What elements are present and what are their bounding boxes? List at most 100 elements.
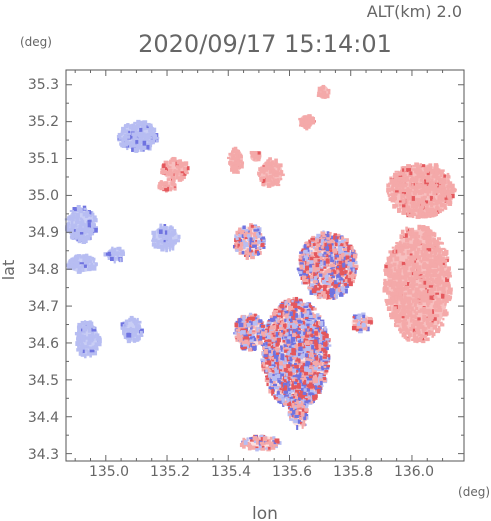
echo-cell <box>298 363 301 367</box>
echo-cell <box>289 358 293 362</box>
echo-cell <box>419 259 423 262</box>
echo-cell <box>294 320 298 325</box>
echo-cell <box>345 255 350 260</box>
echo-cell <box>266 330 271 336</box>
echo-cell <box>80 343 84 347</box>
echo-cell <box>427 281 432 286</box>
echo-cell <box>345 279 350 283</box>
echo-cell <box>331 243 334 246</box>
echo-cell <box>384 298 388 302</box>
echo-cell <box>130 134 133 139</box>
echo-cell <box>301 304 306 309</box>
echo-cell <box>302 381 307 385</box>
echo-cell <box>399 305 402 310</box>
echo-cell <box>238 318 242 323</box>
echo-cell <box>429 277 434 281</box>
echo-cell <box>299 379 302 384</box>
echo-cell <box>426 203 429 207</box>
echo-cell <box>387 263 393 266</box>
echo-cell <box>235 249 239 252</box>
echo-cell <box>405 331 411 335</box>
echo-region-east-upper <box>386 162 457 219</box>
echo-cell <box>291 352 296 356</box>
echo-cell <box>285 396 289 399</box>
echo-cell <box>439 301 443 305</box>
echo-cell <box>114 253 119 256</box>
echo-cell <box>396 285 401 290</box>
echo-cell <box>260 334 266 340</box>
echo-cell <box>445 298 449 304</box>
echo-cell <box>158 229 163 234</box>
echo-cell <box>255 448 259 452</box>
echo-cell <box>175 173 179 178</box>
echo-cell <box>416 215 422 219</box>
echo-cell <box>406 205 409 210</box>
echo-cell <box>412 192 417 196</box>
echo-cell <box>292 330 295 336</box>
echo-cell <box>246 322 251 327</box>
echo-cell <box>301 424 304 429</box>
echo-cell <box>394 312 398 316</box>
echo-cell <box>334 242 338 247</box>
echo-cell <box>401 198 406 204</box>
echo-cell <box>281 378 286 384</box>
echo-cell <box>313 285 318 288</box>
echo-cell <box>255 440 259 445</box>
echo-cell <box>148 139 152 142</box>
echo-cell <box>424 274 430 278</box>
echo-cell <box>164 230 168 235</box>
echo-cell <box>300 374 304 378</box>
echo-cell <box>281 330 286 335</box>
echo-cell <box>88 210 91 214</box>
echo-cell <box>290 337 296 342</box>
echo-cell <box>420 203 425 209</box>
echo-cell <box>275 331 279 337</box>
echo-cell <box>317 91 321 96</box>
echo-cell <box>312 395 316 399</box>
echo-cell <box>322 348 327 353</box>
echo-cell <box>387 268 393 272</box>
echo-cell <box>123 144 128 147</box>
echo-cell <box>333 293 337 298</box>
echo-cell <box>164 186 169 192</box>
echo-cell <box>269 179 272 183</box>
echo-cell <box>295 358 301 363</box>
echo-cell <box>428 326 431 329</box>
echo-cell <box>126 129 129 134</box>
echo-cell <box>331 271 335 275</box>
echo-cell <box>303 270 307 274</box>
echo-cell <box>87 328 93 333</box>
echo-cell <box>441 196 444 202</box>
echo-cell <box>308 239 312 244</box>
echo-cell <box>297 342 302 347</box>
echo-cell <box>151 230 156 234</box>
echo-cell <box>409 228 414 231</box>
echo-cell <box>179 173 184 176</box>
echo-cell <box>343 244 347 247</box>
echo-cell <box>94 333 100 337</box>
echo-cell <box>414 237 418 241</box>
echo-cell <box>285 344 290 348</box>
echo-cell <box>435 168 440 172</box>
echo-cell <box>294 396 299 400</box>
echo-cell <box>240 161 245 165</box>
echo-cell <box>275 357 279 362</box>
echo-cell <box>231 165 236 170</box>
echo-cell <box>407 256 411 260</box>
echo-cell <box>351 257 355 262</box>
echo-cell <box>303 405 309 411</box>
echo-cell <box>394 170 400 173</box>
echo-cell <box>291 340 294 344</box>
echo-cell <box>297 271 303 274</box>
echo-cell <box>409 178 415 183</box>
echo-cell <box>420 271 424 275</box>
echo-cell <box>387 194 390 197</box>
echo-cell <box>292 396 296 399</box>
echo-cell <box>408 237 412 241</box>
echo-cell <box>294 374 299 378</box>
echo-cell <box>93 350 98 356</box>
echo-cell <box>390 193 395 197</box>
echo-cell <box>88 256 94 259</box>
echo-cell <box>313 365 318 371</box>
echo-cell <box>323 328 328 334</box>
